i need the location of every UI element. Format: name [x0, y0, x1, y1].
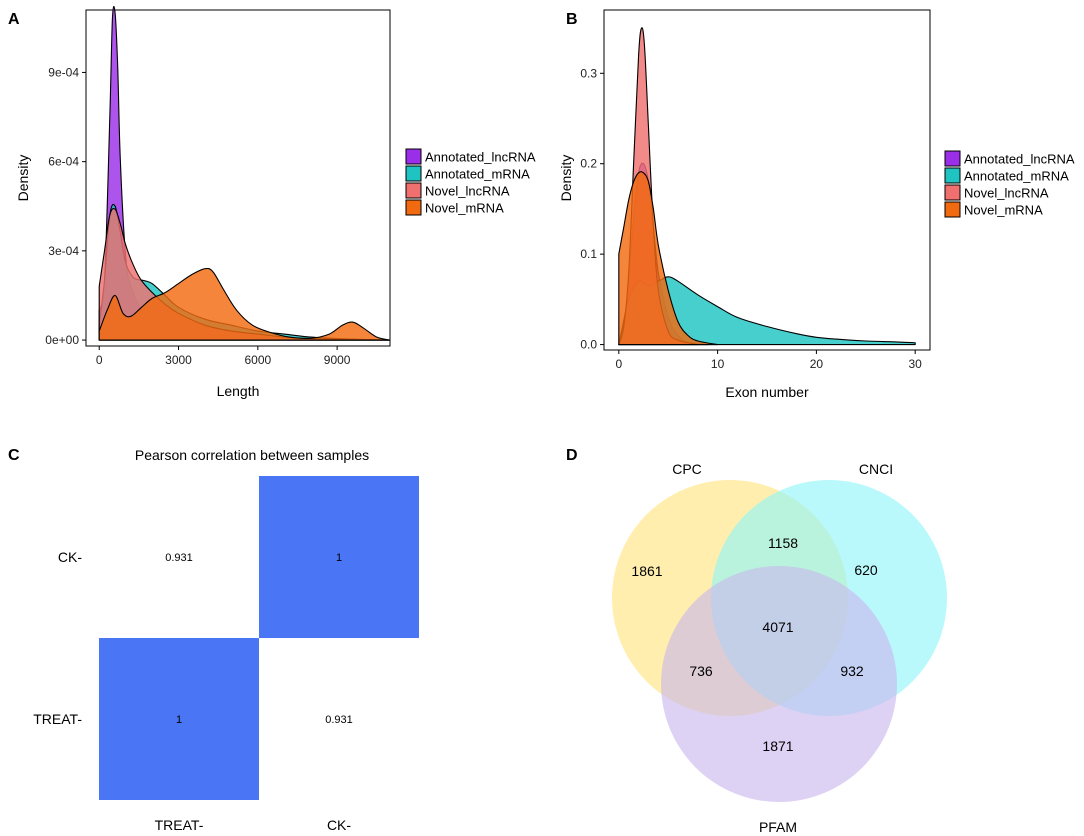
- panel-label-d: D: [566, 447, 578, 464]
- heatmap-cell-value: 1: [336, 552, 342, 564]
- legend-swatch-annotated-lncrna: [405, 148, 422, 165]
- venn-set-label-cnci: CNCI: [859, 461, 893, 477]
- legend-swatch-annotated-mrna: [405, 165, 422, 182]
- y-tick-label: 0.0: [580, 338, 597, 352]
- venn-count-cpc-only: 1861: [631, 563, 662, 579]
- venn-count-cnci-pfam: 932: [840, 663, 864, 679]
- legend-label-novel-mrna: Novel_mRNA: [425, 201, 504, 216]
- y-ticks-b: 0.0 0.1 0.2 0.3: [580, 66, 604, 352]
- x-tick-label: 20: [810, 357, 824, 371]
- y-tick-label: 3e-04: [48, 244, 79, 258]
- legend-label-annotated-lncrna: Annotated_lncRNA: [964, 152, 1075, 167]
- panel-label-c: C: [8, 447, 20, 464]
- heatmap-cell-value: 0.931: [165, 552, 193, 564]
- venn-set-label-pfam: PFAM: [759, 819, 797, 835]
- legend-label-novel-lncrna: Novel_lncRNA: [425, 184, 510, 199]
- density-areas-b: [618, 27, 916, 346]
- y-ticks-a: 0e+00 3e-04 6e-04 9e-04: [45, 65, 86, 347]
- heatmap-cell: [259, 638, 419, 800]
- legend-swatch-novel-lncrna: [405, 182, 422, 199]
- y-tick-label: 6e-04: [48, 155, 79, 169]
- legend-label-annotated-lncrna: Annotated_lncRNA: [425, 150, 536, 165]
- y-axis-label-b: Density: [558, 155, 574, 202]
- x-axis-label-a: Length: [217, 383, 260, 399]
- legend-swatch-novel-mrna: [405, 199, 422, 216]
- density-area-novel-mrna: [618, 171, 719, 346]
- x-tick-label: 0: [96, 353, 103, 367]
- heatmap-cell: [259, 476, 419, 638]
- legend-b: Annotated_lncRNA Annotated_mRNA Novel_lncR…: [944, 150, 1075, 218]
- y-tick-label: 0.2: [580, 157, 597, 171]
- x-axis-label-b: Exon number: [725, 384, 809, 400]
- legend-swatch-novel-lncrna: [944, 184, 961, 201]
- heatmap-title: Pearson correlation between samples: [135, 447, 369, 463]
- x-tick-label: 9000: [324, 353, 351, 367]
- legend-swatch-annotated-mrna: [944, 167, 961, 184]
- legend-label-annotated-mrna: Annotated_mRNA: [964, 169, 1069, 184]
- heatmap-col-label: TREAT-: [155, 817, 204, 833]
- venn-count-cpc-pfam: 736: [689, 663, 713, 679]
- x-tick-label: 3000: [165, 353, 192, 367]
- x-tick-label: 30: [909, 357, 923, 371]
- venn-diagram: CPC CNCI PFAM 1861 620 1871 1158 736 932 4071: [612, 461, 947, 835]
- venn-circle-pfam: [661, 566, 897, 802]
- legend-label-annotated-mrna: Annotated_mRNA: [425, 167, 530, 182]
- density-area-novel-mrna: [98, 267, 391, 341]
- venn-count-cnci-only: 620: [854, 562, 878, 578]
- legend-label-novel-mrna: Novel_mRNA: [964, 203, 1043, 218]
- heatmap-cell: [99, 476, 259, 638]
- y-tick-label: 9e-04: [48, 65, 79, 79]
- heatmap-col-label: CK-: [327, 817, 351, 833]
- panel-b: B 0 10 20 30 0.0 0.1 0.2 0.3 Exon number Densi…: [558, 9, 1075, 400]
- y-axis-label-a: Density: [15, 155, 31, 202]
- legend-a: Annotated_lncRNA Annotated_mRNA Novel_lncR…: [405, 148, 536, 216]
- heatmap-cell: [99, 638, 259, 800]
- heatmap-cells: 0.931 1 CK- 1 0.931 TREAT- TREAT- CK-: [33, 476, 419, 833]
- y-tick-label: 0e+00: [45, 333, 79, 347]
- heatmap-cell-value: 1: [176, 714, 182, 726]
- legend-swatch-annotated-lncrna: [944, 150, 961, 167]
- panel-d: D CPC CNCI PFAM 1861 620 1871 1158 736 932 4071: [566, 447, 947, 835]
- y-tick-label: 0.1: [580, 247, 597, 261]
- heatmap-row-label: TREAT-: [33, 711, 82, 727]
- x-tick-label: 6000: [244, 353, 271, 367]
- panel-c: C Pearson correlation between samples 0.…: [8, 447, 419, 833]
- y-tick-label: 0.3: [580, 66, 597, 80]
- legend-swatch-novel-mrna: [944, 201, 961, 218]
- venn-count-pfam-only: 1871: [762, 738, 793, 754]
- x-ticks-b: 0 10 20 30: [615, 350, 922, 371]
- legend-label-novel-lncrna: Novel_lncRNA: [964, 186, 1049, 201]
- x-ticks-a: 0 3000 6000 9000: [96, 346, 351, 367]
- panel-a: A 0 3000 6000 9000 0e+00 3e-04 6e-04 9e-04 Len…: [8, 5, 536, 399]
- x-tick-label: 0: [615, 357, 622, 371]
- venn-set-label-cpc: CPC: [672, 461, 702, 477]
- heatmap-row-label: CK-: [58, 549, 82, 565]
- heatmap-cell-value: 0.931: [325, 714, 353, 726]
- panel-label-a: A: [8, 11, 20, 28]
- x-tick-label: 10: [711, 357, 725, 371]
- venn-count-cpc-cnci: 1158: [768, 535, 798, 551]
- panel-label-b: B: [566, 11, 578, 28]
- venn-count-all: 4071: [762, 619, 793, 635]
- density-areas-a: [98, 5, 391, 341]
